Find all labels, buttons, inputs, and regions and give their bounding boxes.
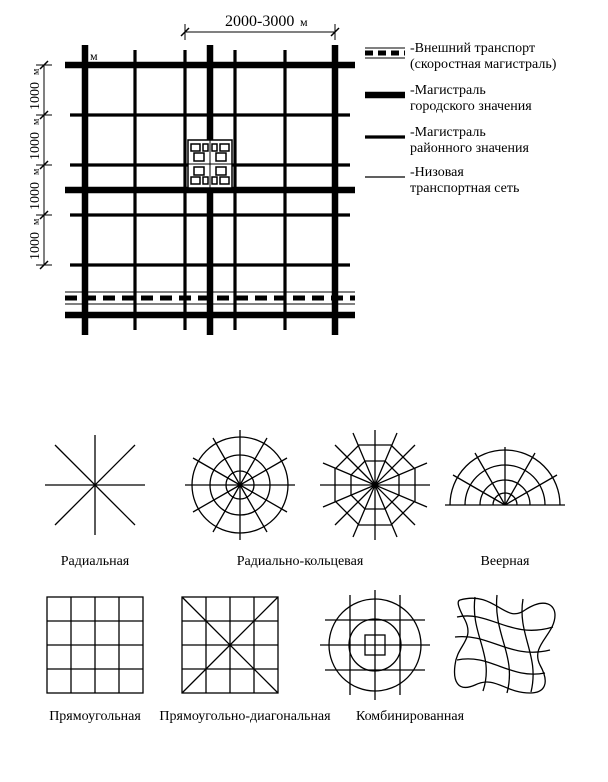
scheme-fan: [445, 447, 565, 505]
center-block: [188, 140, 232, 188]
left-dim-0: 1000: [28, 82, 43, 110]
top-diagram: 2000-3000 м 1000 м 1000 м 1000 м 1000 м: [10, 10, 598, 370]
legend-text-1b: городского значения: [410, 99, 532, 114]
legend-text-3a: -Низовая: [410, 165, 464, 180]
label-5: Прямоугольно-диагональная: [159, 709, 331, 724]
bottom-schemes: Радиальная Радиально-кольцевая Веерная П…: [10, 370, 598, 750]
legend-text-0b: (скоростная магистраль): [410, 57, 557, 72]
legend-row-1: -Магистраль городского значения: [365, 83, 532, 114]
scheme-rect: [47, 597, 143, 693]
left-dim-3: 1000: [28, 232, 43, 260]
top-dim-value: 2000-3000: [225, 13, 294, 30]
label-6: Комбинированная: [356, 709, 465, 724]
scheme-radial-oct: [320, 430, 430, 540]
legend-text-1a: -Магистраль: [410, 83, 486, 98]
scheme-radial-ring: [185, 430, 295, 540]
label-3: Веерная: [481, 554, 530, 569]
left-unit-3: м: [31, 218, 42, 225]
scheme-radial: [45, 435, 145, 535]
grid-unit-label: м: [90, 49, 98, 63]
scheme-combo: [320, 590, 430, 700]
top-dimension: 2000-3000 м: [181, 13, 339, 40]
left-dim-2: 1000: [28, 182, 43, 210]
legend-text-3b: транспортная сеть: [410, 181, 519, 196]
label-0: Радиальная: [61, 554, 130, 569]
legend: -Внешний транспорт (скоростная магистрал…: [365, 41, 557, 196]
legend-row-2: -Магистраль районного значения: [365, 125, 529, 156]
legend-text-0a: -Внешний транспорт: [410, 41, 535, 56]
scheme-free: [455, 595, 555, 693]
label-4: Прямоугольная: [49, 709, 141, 724]
left-dimension: 1000 м 1000 м 1000 м 1000 м: [28, 61, 52, 269]
left-dim-1: 1000: [28, 132, 43, 160]
legend-row-0: -Внешний транспорт (скоростная магистрал…: [365, 41, 557, 72]
top-dim-unit: м: [300, 15, 308, 29]
legend-text-2b: районного значения: [410, 141, 529, 156]
label-1: Радиально-кольцевая: [237, 554, 364, 569]
left-unit-0: м: [31, 68, 42, 75]
scheme-rect-diag: [182, 597, 278, 693]
left-unit-2: м: [31, 168, 42, 175]
legend-text-2a: -Магистраль: [410, 125, 486, 140]
legend-row-3: -Низовая транспортная сеть: [365, 165, 519, 196]
left-unit-1: м: [31, 118, 42, 125]
page: 2000-3000 м 1000 м 1000 м 1000 м 1000 м: [10, 10, 598, 750]
